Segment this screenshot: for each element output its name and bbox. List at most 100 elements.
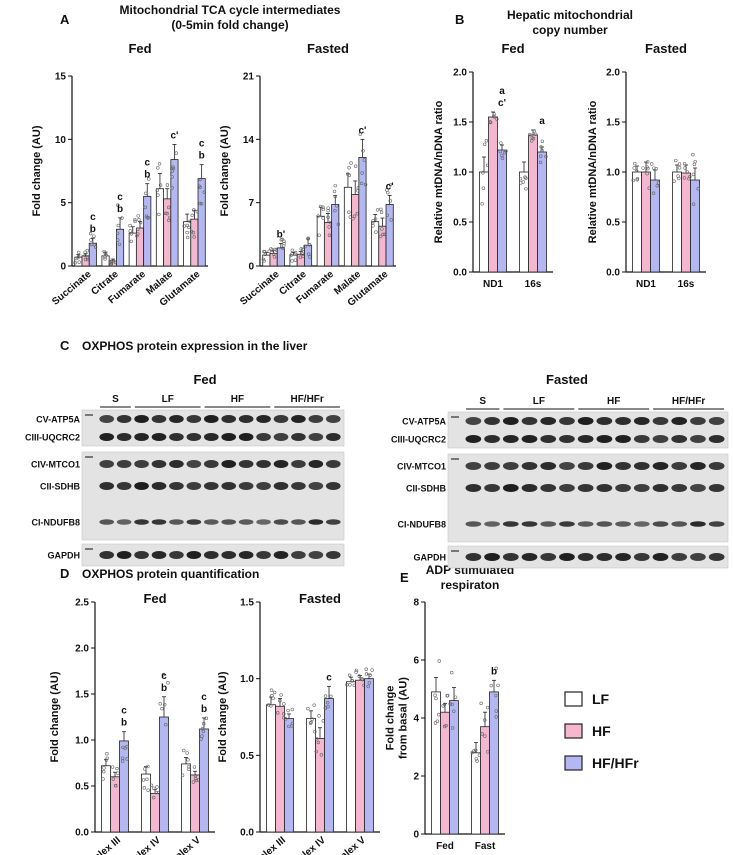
- data-point: [83, 253, 87, 258]
- blot-band: [652, 553, 669, 561]
- blot-band: [559, 417, 575, 425]
- data-point: [279, 693, 283, 697]
- data-point: [101, 777, 105, 781]
- data-point: [317, 714, 321, 718]
- y-tick-label: 2.5: [75, 598, 89, 609]
- legend-label: HF/HFr: [592, 755, 639, 771]
- blot-band: [596, 484, 613, 492]
- data-point: [677, 176, 681, 181]
- blot-band-label: CIV-MTCO1: [31, 460, 80, 470]
- data-point: [103, 251, 108, 255]
- y-tick-label: 2.0: [75, 644, 89, 655]
- data-point: [192, 208, 196, 212]
- data-point: [364, 672, 369, 676]
- blot-band: [652, 435, 669, 443]
- data-point: [347, 673, 352, 677]
- blot-band: [633, 417, 650, 425]
- blot-band: [633, 462, 650, 470]
- data-point: [360, 171, 364, 175]
- data-point: [450, 702, 454, 707]
- data-point: [489, 683, 493, 688]
- bar-hf-hfr: [276, 247, 285, 267]
- blot-band: [134, 551, 149, 559]
- blot-band: [134, 460, 149, 468]
- bar-hf-hfr: [324, 698, 334, 833]
- blot-band: [465, 484, 482, 492]
- significance-letter: b: [491, 666, 497, 677]
- bar-hf: [275, 705, 285, 833]
- bar-hf-hfr: [197, 178, 206, 267]
- blot-band: [203, 415, 219, 423]
- data-point: [498, 149, 502, 154]
- data-point: [171, 166, 176, 171]
- blot-band: [559, 553, 575, 561]
- data-point: [323, 694, 328, 698]
- blot-ladder: [451, 550, 459, 552]
- data-point: [524, 176, 528, 180]
- data-point: [538, 160, 543, 165]
- blot-band: [116, 482, 132, 490]
- data-point: [375, 208, 380, 212]
- blot-band: [151, 415, 167, 423]
- data-point: [350, 679, 354, 683]
- panel-b-title-line2: copy number: [532, 23, 608, 37]
- panel-d-title: OXPHOS protein quantification: [82, 567, 259, 581]
- data-point: [373, 217, 378, 221]
- data-point: [141, 778, 146, 782]
- blot-band-label: CI-NDUFB8: [398, 520, 447, 530]
- blot-band: [273, 460, 289, 468]
- blot-band: [690, 462, 706, 470]
- blot-band: [559, 521, 575, 527]
- data-point: [692, 162, 697, 167]
- data-point: [655, 184, 659, 188]
- blot-band: [186, 433, 202, 441]
- blot-band-label: CI-NDUFB8: [32, 518, 81, 528]
- data-point: [310, 717, 314, 721]
- blot-band: [502, 435, 519, 443]
- data-point: [452, 709, 456, 713]
- blot-band: [540, 417, 557, 425]
- data-point: [483, 718, 487, 722]
- data-point: [192, 235, 196, 239]
- blot-band: [690, 417, 706, 425]
- data-point: [185, 230, 189, 235]
- blot-band-label: CV-ATP5A: [36, 415, 80, 425]
- panel-d-letter: D: [60, 566, 69, 581]
- blot-band: [203, 551, 219, 559]
- panel-c-title: OXPHOS protein expression in the liver: [82, 339, 308, 353]
- y-tick-label: 5: [60, 198, 66, 209]
- blot-band: [256, 415, 271, 423]
- data-point: [307, 243, 312, 247]
- y-tick-label: 1.5: [453, 118, 467, 129]
- data-point: [488, 120, 492, 124]
- data-point: [358, 132, 363, 136]
- data-point: [645, 171, 649, 176]
- y-tick-label: 1.0: [606, 168, 620, 179]
- data-point: [366, 684, 370, 689]
- data-point: [361, 149, 365, 153]
- data-point: [293, 250, 298, 255]
- bar-lf: [101, 765, 111, 833]
- data-point: [146, 216, 151, 220]
- data-point: [110, 765, 115, 769]
- data-point: [677, 166, 682, 170]
- blot-ladder: [85, 456, 93, 458]
- data-point: [144, 191, 148, 196]
- blot-band: [308, 415, 324, 423]
- data-point: [199, 202, 204, 206]
- blot-band: [151, 519, 167, 525]
- significance-letter: b: [121, 718, 127, 729]
- data-point: [204, 716, 209, 721]
- blot-band: [308, 551, 324, 559]
- data-point: [351, 217, 355, 221]
- data-point: [151, 786, 156, 790]
- blot-band: [652, 521, 669, 527]
- data-point: [371, 219, 375, 223]
- panel-b-letter: B: [455, 12, 464, 27]
- blot-band: [484, 484, 500, 492]
- data-point: [474, 757, 478, 761]
- blot-band: [652, 417, 669, 425]
- y-tick-label: 2.0: [606, 68, 620, 79]
- data-point: [354, 668, 359, 673]
- x-tick-label: Complex IV: [279, 835, 328, 855]
